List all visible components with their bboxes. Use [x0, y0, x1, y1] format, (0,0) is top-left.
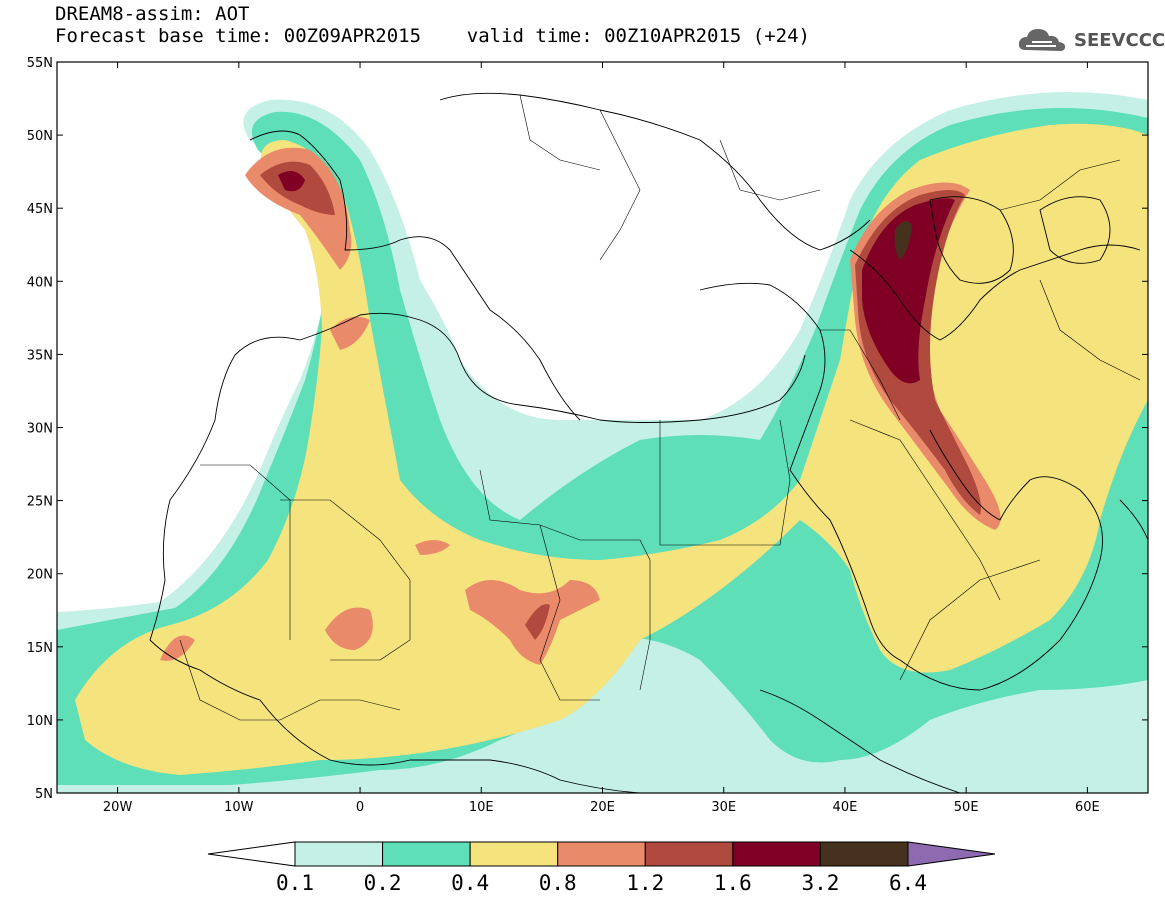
- colorbar-level-label: 0.4: [451, 871, 489, 895]
- lat-tick-label: 25N: [27, 495, 53, 510]
- colorbar-level-label: 0.8: [539, 871, 577, 895]
- forecast-time-line: Forecast base time: 00Z09APR2015 valid t…: [55, 25, 810, 47]
- colorbar-swatch: [469, 841, 559, 867]
- colorbar-level-label: 6.4: [889, 871, 927, 895]
- lon-tick-label: 10W: [224, 800, 254, 815]
- lat-tick-label: 10N: [27, 714, 53, 729]
- lat-tick-label: 20N: [27, 568, 53, 583]
- colorbar-level-label: 0.2: [364, 871, 402, 895]
- colorbar-max-arrow: [907, 841, 996, 867]
- colorbar-swatch: [382, 841, 471, 867]
- lon-tick-label: 50E: [954, 800, 979, 815]
- lon-tick-label: 20W: [103, 800, 133, 815]
- aot-field: [57, 62, 1148, 793]
- longitude-axis: 20W 10W 0 10E 20E 30E 40E 50E 60E: [103, 62, 1100, 815]
- colorbar-min-arrow: [207, 841, 296, 867]
- lat-tick-label: 5N: [35, 787, 53, 802]
- lat-tick-label: 40N: [27, 275, 53, 290]
- seevccc-logo: SEEVCCC: [1016, 24, 1165, 56]
- coastlines: [149, 92, 1148, 793]
- lat-tick-label: 15N: [27, 641, 53, 656]
- colorbar-swatch: [644, 841, 734, 867]
- colorbar-level-label: 1.6: [714, 871, 752, 895]
- lon-tick-label: 60E: [1075, 800, 1100, 815]
- colorbar-level-label: 3.2: [801, 871, 839, 895]
- aot-band-1.6: [278, 171, 955, 384]
- colorbar-swatch: [294, 841, 384, 867]
- map-title: DREAM8-assim: AOT: [55, 3, 250, 25]
- logo-text: SEEVCCC: [1074, 30, 1165, 51]
- lat-tick-label: 30N: [27, 422, 53, 437]
- latitude-axis: 55N 50N 45N 40N 35N 30N 25N 20N 15N 10N 5N: [27, 56, 1148, 802]
- colorbar-swatch: [557, 841, 646, 867]
- lat-tick-label: 45N: [27, 202, 53, 217]
- lon-tick-label: 20E: [590, 800, 615, 815]
- country-borders: [179, 94, 1141, 721]
- colorbar: 0.1 0.2 0.4 0.8 1.2 1.6 3.2 6.4: [207, 841, 996, 895]
- colorbar-level-label: 0.1: [276, 871, 314, 895]
- aot-band-3.2: [894, 221, 912, 260]
- lon-tick-label: 30E: [711, 800, 736, 815]
- lat-tick-label: 35N: [27, 348, 53, 363]
- lat-tick-label: 50N: [27, 129, 53, 144]
- lon-tick-label: 0: [356, 800, 364, 815]
- cloud-icon: [1018, 29, 1066, 51]
- colorbar-swatch: [732, 841, 821, 867]
- colorbar-level-label: 1.2: [626, 871, 664, 895]
- lon-tick-label: 40E: [833, 800, 858, 815]
- colorbar-swatch: [819, 841, 909, 867]
- lon-tick-label: 10E: [469, 800, 494, 815]
- lat-tick-label: 55N: [27, 56, 53, 71]
